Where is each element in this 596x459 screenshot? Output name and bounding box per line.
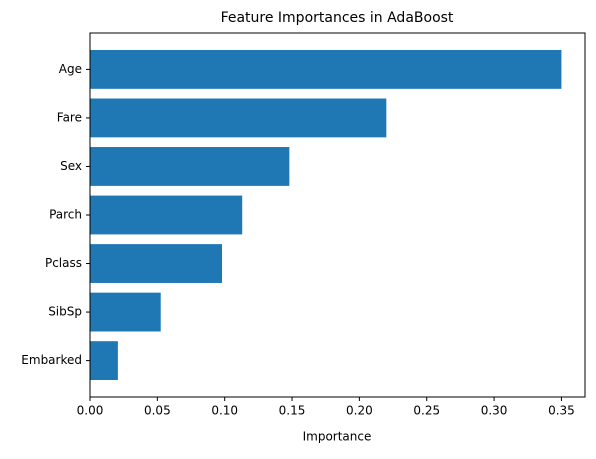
axes-frame [89,32,586,398]
bar [90,292,161,332]
y-tick-label: Parch [49,208,82,222]
bar [90,195,243,235]
y-tick-label: SibSp [48,305,82,319]
y-tick-label: Sex [60,159,82,173]
x-tick-label: 0.35 [548,404,575,418]
bar [90,244,222,283]
y-tick-label: Age [59,62,82,76]
x-tick-label: 0.15 [279,404,306,418]
x-tick-label: 0.10 [211,404,238,418]
bar [90,147,290,186]
y-tick-label: Embarked [21,353,82,367]
x-tick-label: 0.30 [481,404,508,418]
bar [90,98,387,138]
bar [90,341,118,381]
x-tick-label: 0.05 [144,404,171,418]
chart-title: Feature Importances in AdaBoost [221,10,454,26]
y-tick-label: Pclass [45,256,82,270]
x-tick-label: 0.00 [77,404,104,418]
x-tick-label: 0.20 [346,404,373,418]
bar [90,49,562,89]
x-axis-label: Importance [303,430,372,444]
y-tick-label: Fare [57,110,82,124]
x-tick-label: 0.25 [413,404,440,418]
